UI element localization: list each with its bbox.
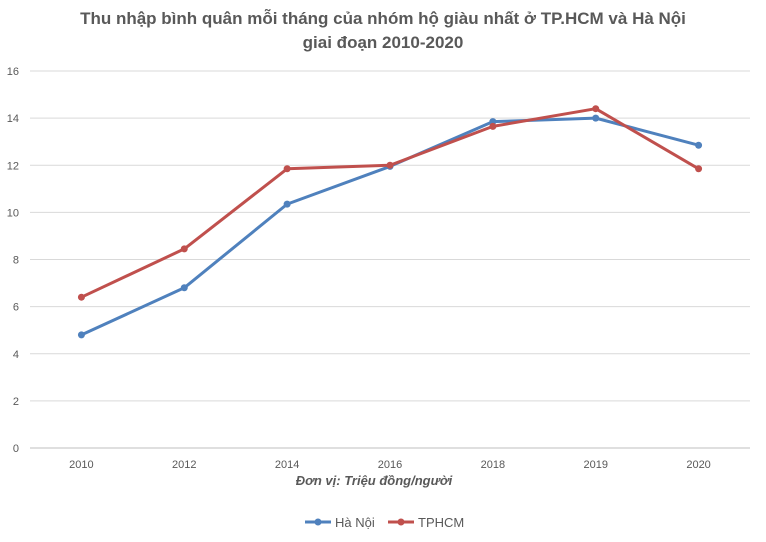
y-tick-label: 14	[7, 113, 19, 125]
y-tick-label: 12	[7, 160, 19, 172]
data-point	[283, 165, 291, 173]
x-tick-label: 2020	[686, 459, 710, 471]
chart-subtitle: giai đoạn 2010-2020	[302, 33, 464, 52]
data-point	[386, 161, 394, 169]
data-point	[592, 114, 600, 122]
data-point	[180, 245, 188, 253]
legend-label-0: Hà Nội	[335, 515, 375, 530]
data-point	[283, 200, 291, 208]
data-point	[489, 122, 497, 130]
series-line-0	[80, 116, 699, 337]
y-tick-label: 0	[13, 443, 19, 455]
y-tick-label: 16	[7, 66, 19, 78]
x-tick-label: 2012	[172, 459, 196, 471]
x-tick-label: 2019	[583, 459, 607, 471]
y-tick-label: 10	[7, 207, 19, 219]
y-tick-label: 6	[13, 302, 19, 314]
y-tick-label: 4	[13, 349, 19, 361]
chart-title: Thu nhập bình quân mỗi tháng của nhóm hộ…	[80, 9, 686, 28]
data-point	[695, 165, 703, 173]
legend-label-1: TPHCM	[418, 515, 464, 530]
x-tick-label: 2016	[378, 459, 402, 471]
data-point	[180, 284, 188, 292]
data-point	[77, 331, 85, 339]
legend-marker-0	[314, 518, 322, 526]
x-tick-label: 2018	[481, 459, 505, 471]
x-tick-label: 2010	[69, 459, 93, 471]
data-point	[77, 293, 85, 301]
data-point	[695, 141, 703, 149]
y-tick-label: 2	[13, 396, 19, 408]
legend-marker-1	[397, 518, 405, 526]
y-tick-label: 8	[13, 255, 19, 267]
x-axis-label: Đơn vị: Triệu đồng/người	[296, 473, 453, 488]
x-tick-label: 2014	[275, 459, 299, 471]
series-line-1	[80, 107, 700, 299]
data-point	[592, 105, 600, 113]
